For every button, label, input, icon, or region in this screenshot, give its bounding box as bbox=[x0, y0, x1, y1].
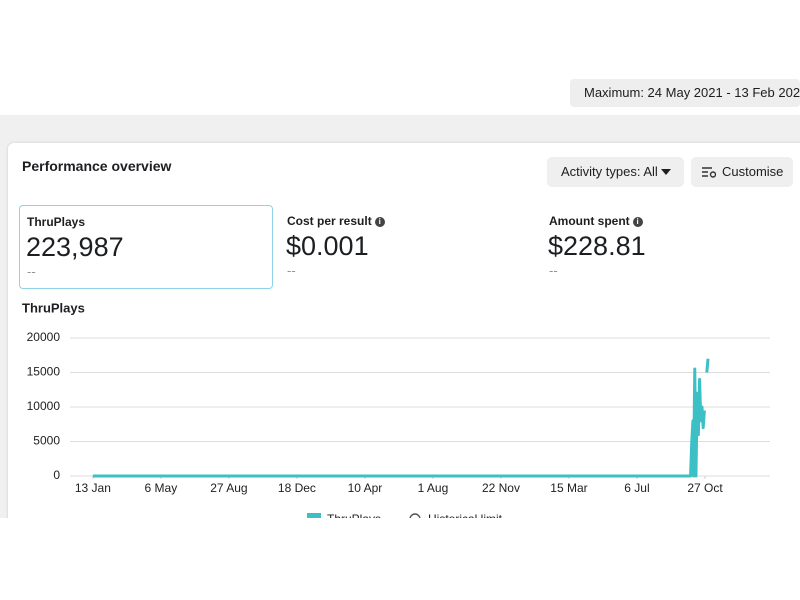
x-tick-label: 15 Mar bbox=[550, 481, 587, 495]
data-line bbox=[92, 358, 710, 478]
x-tick-label: 6 May bbox=[145, 481, 178, 495]
y-tick-label: 15000 bbox=[27, 365, 61, 379]
button-label: Activity types: All bbox=[561, 164, 658, 179]
metric-card[interactable]: ThruPlays 223,987 -- bbox=[19, 205, 273, 289]
chart: ThruPlays 0 5000 10000 15000 20000 13 Jan 6 Ma… bbox=[22, 300, 770, 518]
metric-value: 223,987 bbox=[26, 232, 124, 262]
metric-label: ThruPlays bbox=[27, 215, 86, 229]
metric-label-wrap: Cost per result i bbox=[287, 214, 385, 228]
y-tick-label: 5000 bbox=[33, 434, 60, 448]
legend-label: Historical limit bbox=[428, 512, 503, 518]
legend-label: ThruPlays bbox=[327, 512, 381, 518]
y-tick-label: 20000 bbox=[27, 330, 61, 344]
x-tick-label: 6 Jul bbox=[624, 481, 649, 495]
x-tick-label: 27 Oct bbox=[687, 481, 723, 495]
metric-card[interactable]: Amount spent i $228.81 -- bbox=[542, 205, 794, 287]
button-label: Customise bbox=[722, 164, 784, 179]
x-tick-label: 1 Aug bbox=[418, 481, 449, 495]
info-icon[interactable]: i bbox=[374, 217, 385, 227]
metric-comparison: -- bbox=[549, 263, 558, 278]
x-tick-label: 18 Dec bbox=[278, 481, 316, 495]
x-tick-label: 13 Jan bbox=[75, 481, 111, 495]
metric-label-wrap: Amount spent i bbox=[549, 214, 643, 228]
y-tick-label: 0 bbox=[53, 468, 60, 482]
card-title: Performance overview bbox=[22, 158, 172, 174]
x-tick-label: 22 Nov bbox=[482, 481, 520, 495]
info-icon[interactable]: i bbox=[632, 217, 643, 227]
date-range-button[interactable]: Maximum: 24 May 2021 - 13 Feb 2024 bbox=[570, 79, 800, 107]
screenshot: Maximum: 24 May 2021 - 13 Feb 2024 Perfo… bbox=[0, 79, 800, 518]
chart-title: ThruPlays bbox=[22, 300, 85, 315]
activity-button[interactable]: Activity types: All bbox=[547, 157, 684, 187]
metric-comparison: -- bbox=[287, 263, 296, 278]
x-tick-label: 10 Apr bbox=[348, 481, 383, 495]
metric-comparison: -- bbox=[27, 264, 36, 279]
metric-label: Amount spent bbox=[549, 214, 630, 228]
x-tick-label: 27 Aug bbox=[210, 481, 247, 495]
metric-card[interactable]: Cost per result i $0.001 -- bbox=[280, 205, 532, 287]
caret-icon bbox=[661, 169, 671, 175]
customise-icon bbox=[702, 167, 716, 178]
metric-value: $0.001 bbox=[286, 231, 369, 261]
metric-label: Cost per result bbox=[287, 214, 372, 228]
y-tick-label: 10000 bbox=[27, 399, 61, 413]
legend-swatch bbox=[307, 513, 321, 518]
metric-value: $228.81 bbox=[548, 231, 646, 261]
legend-icon bbox=[409, 513, 421, 518]
customise-button[interactable]: Customise bbox=[691, 157, 793, 187]
